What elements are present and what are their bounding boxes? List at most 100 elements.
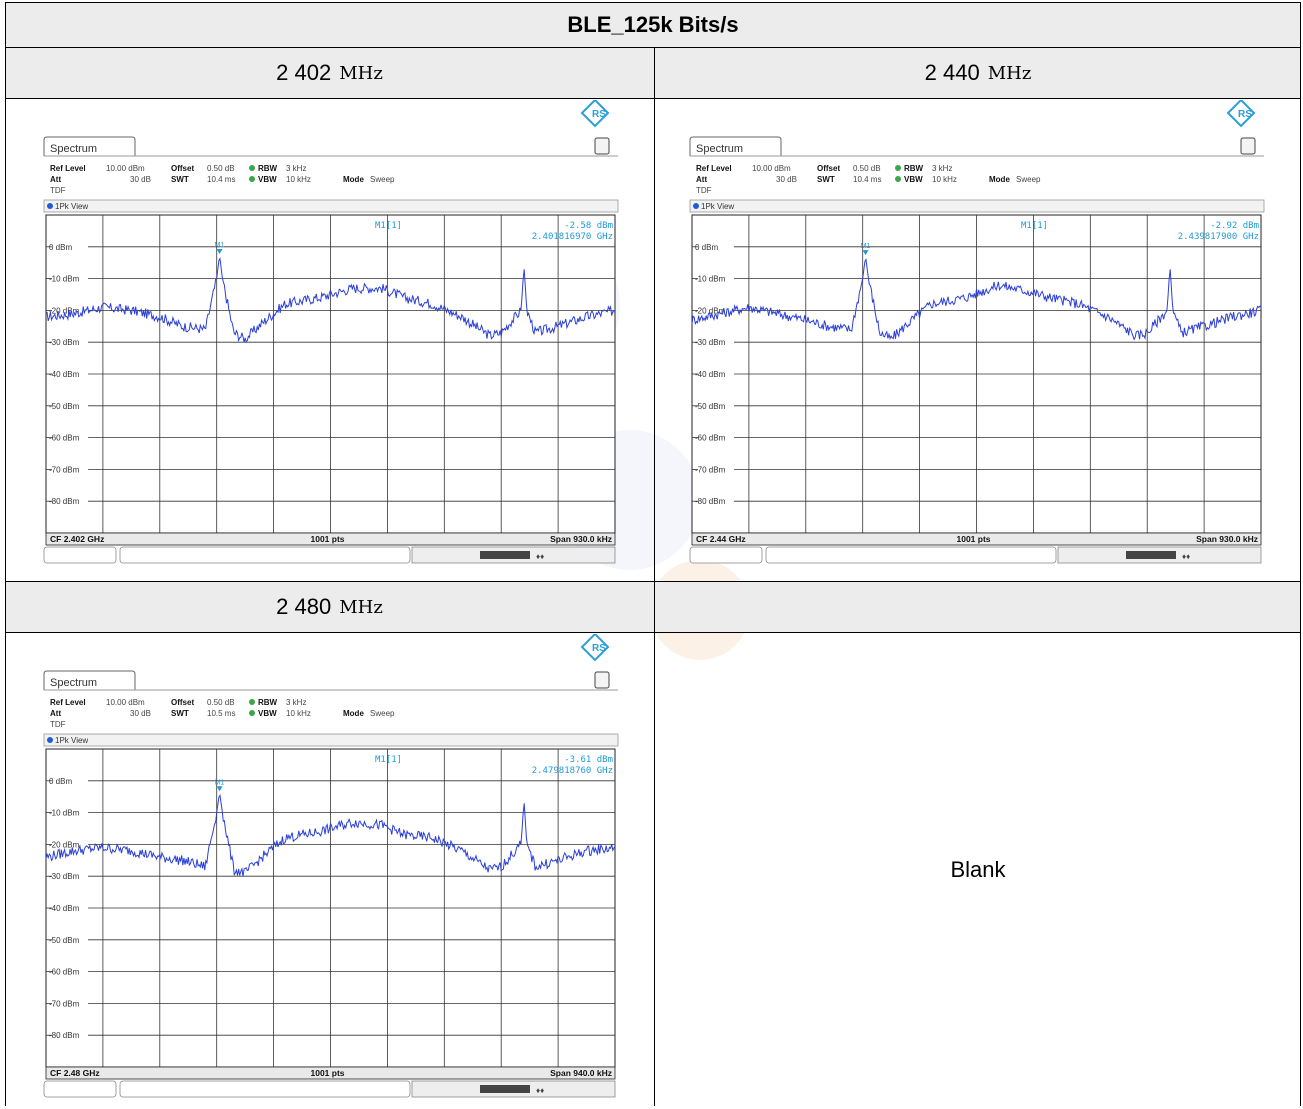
marker-triangle-icon	[216, 249, 223, 255]
table-title: BLE_125k Bits/s	[5, 2, 1301, 47]
status-box	[765, 546, 1057, 564]
progress-icon	[1126, 551, 1176, 559]
swt-value: 10.5 ms	[207, 709, 235, 718]
freq-header-3-value: 2 480	[276, 594, 332, 619]
progress-icon	[480, 551, 530, 559]
coupled-dot-icon	[249, 710, 255, 716]
span-label: Span 930.0 kHz	[1196, 534, 1258, 544]
marker-freq: 2.479818760 GHz	[532, 766, 613, 776]
spectrum-tab	[43, 136, 136, 156]
table-border	[5, 632, 1301, 633]
marker-freq: 2.439817900 GHz	[1178, 232, 1259, 242]
rbw-value: 3 kHz	[286, 698, 306, 707]
marker-name: M1[1]	[375, 221, 402, 231]
tdf-label: TDF	[50, 186, 66, 195]
freq-unit: MHz	[339, 596, 383, 618]
att-label: Att	[50, 709, 61, 718]
status-box	[119, 1080, 411, 1098]
view-bar	[689, 199, 1265, 213]
vbw-value: 10 kHz	[286, 175, 311, 184]
spectrum-trace	[691, 258, 1262, 341]
rs-logo-text: RS	[1238, 109, 1252, 120]
y-tick-label: -10 dBm	[49, 809, 80, 818]
y-tick-label: -80 dBm	[49, 1031, 80, 1040]
y-tick-label: -60 dBm	[49, 968, 80, 977]
coupled-dot-icon	[895, 165, 901, 171]
offset-label: Offset	[171, 698, 194, 707]
marker-name: M1[1]	[375, 755, 402, 765]
marker-tag: M1	[861, 243, 871, 250]
footer-bar	[691, 532, 1262, 546]
y-tick-label: -50 dBm	[49, 402, 80, 411]
ref-level-label: Ref Level	[696, 164, 732, 173]
spectrum-panel-3: RS Spectrum Ref Level 10.00 dBm Offset 0.50 d…	[40, 632, 625, 1104]
blank-cell-text: Blank	[950, 857, 1006, 882]
coupled-dot-icon	[249, 699, 255, 705]
y-tick-label: 0 dBm	[49, 243, 72, 252]
vbw-label: VBW	[904, 175, 923, 184]
swt-label: SWT	[817, 175, 835, 184]
marker-level: -3.61 dBm	[564, 755, 613, 765]
points-label: 1001 pts	[957, 534, 991, 544]
status-box	[43, 546, 117, 564]
table-border-right	[1300, 2, 1301, 1106]
marker-name: M1[1]	[1021, 221, 1048, 231]
vbw-label: VBW	[258, 709, 277, 718]
rs-logo-icon	[580, 98, 610, 128]
status-box	[689, 546, 763, 564]
coupled-dot-icon	[895, 176, 901, 182]
y-tick-label: -30 dBm	[695, 338, 726, 347]
y-tick-label: -20 dBm	[695, 306, 726, 315]
spectrum-tab	[689, 136, 782, 156]
points-label: 1001 pts	[311, 1068, 345, 1078]
spectrum-tab-label: Spectrum	[696, 143, 743, 155]
rbw-label: RBW	[904, 164, 924, 173]
y-tick-label: -20 dBm	[49, 306, 80, 315]
y-tick-label: -50 dBm	[695, 402, 726, 411]
table-border	[5, 98, 1301, 99]
att-value: 30 dB	[130, 709, 151, 718]
vbw-label: VBW	[258, 175, 277, 184]
y-tick-label: -70 dBm	[49, 999, 80, 1008]
view-label: 1Pk View	[701, 202, 734, 211]
status-glyph: ♦♦	[536, 1086, 544, 1095]
att-value: 30 dB	[130, 175, 151, 184]
y-tick-label: -50 dBm	[49, 936, 80, 945]
swt-value: 10.4 ms	[853, 175, 881, 184]
y-tick-label: -40 dBm	[49, 370, 80, 379]
rbw-label: RBW	[258, 164, 278, 173]
rbw-label: RBW	[258, 698, 278, 707]
offset-label: Offset	[817, 164, 840, 173]
spectrum-tab	[43, 670, 136, 690]
mode-label: Mode	[343, 709, 364, 718]
rs-logo-icon	[580, 632, 610, 662]
vbw-value: 10 kHz	[932, 175, 957, 184]
table-border-left	[5, 2, 6, 1106]
rs-logo-text: RS	[592, 109, 606, 120]
y-tick-label: -20 dBm	[49, 840, 80, 849]
y-tick-label: -60 dBm	[695, 434, 726, 443]
swt-value: 10.4 ms	[207, 175, 235, 184]
status-glyph: ♦♦	[536, 552, 544, 561]
settings-icon	[1240, 137, 1256, 155]
spectrum-svg-2: RS Spectrum Ref Level 10.00 dBm Offset 0.50 d…	[689, 98, 1265, 564]
span-label: Span 940.0 kHz	[550, 1068, 612, 1078]
marker-triangle-icon	[862, 250, 869, 256]
vbw-value: 10 kHz	[286, 709, 311, 718]
cf-label: CF 2.44 GHz	[696, 534, 746, 544]
ref-level-value: 10.00 dBm	[106, 698, 145, 707]
mode-value: Sweep	[1016, 175, 1041, 184]
spectrum-panel-2: RS Spectrum Ref Level 10.00 dBm Offset 0.50 d…	[686, 98, 1271, 570]
spectrum-svg-3: RS Spectrum Ref Level 10.00 dBm Offset 0.50 d…	[43, 632, 619, 1098]
table-border-mid	[654, 47, 655, 1106]
ref-level-value: 10.00 dBm	[106, 164, 145, 173]
settings-icon	[594, 137, 610, 155]
freq-header-4-empty	[655, 582, 1301, 632]
coupled-dot-icon	[249, 165, 255, 171]
y-tick-label: -10 dBm	[49, 275, 80, 284]
y-tick-label: -40 dBm	[695, 370, 726, 379]
view-bar	[43, 199, 619, 213]
mode-label: Mode	[989, 175, 1010, 184]
footer-bar	[45, 532, 616, 546]
ref-level-label: Ref Level	[50, 164, 86, 173]
